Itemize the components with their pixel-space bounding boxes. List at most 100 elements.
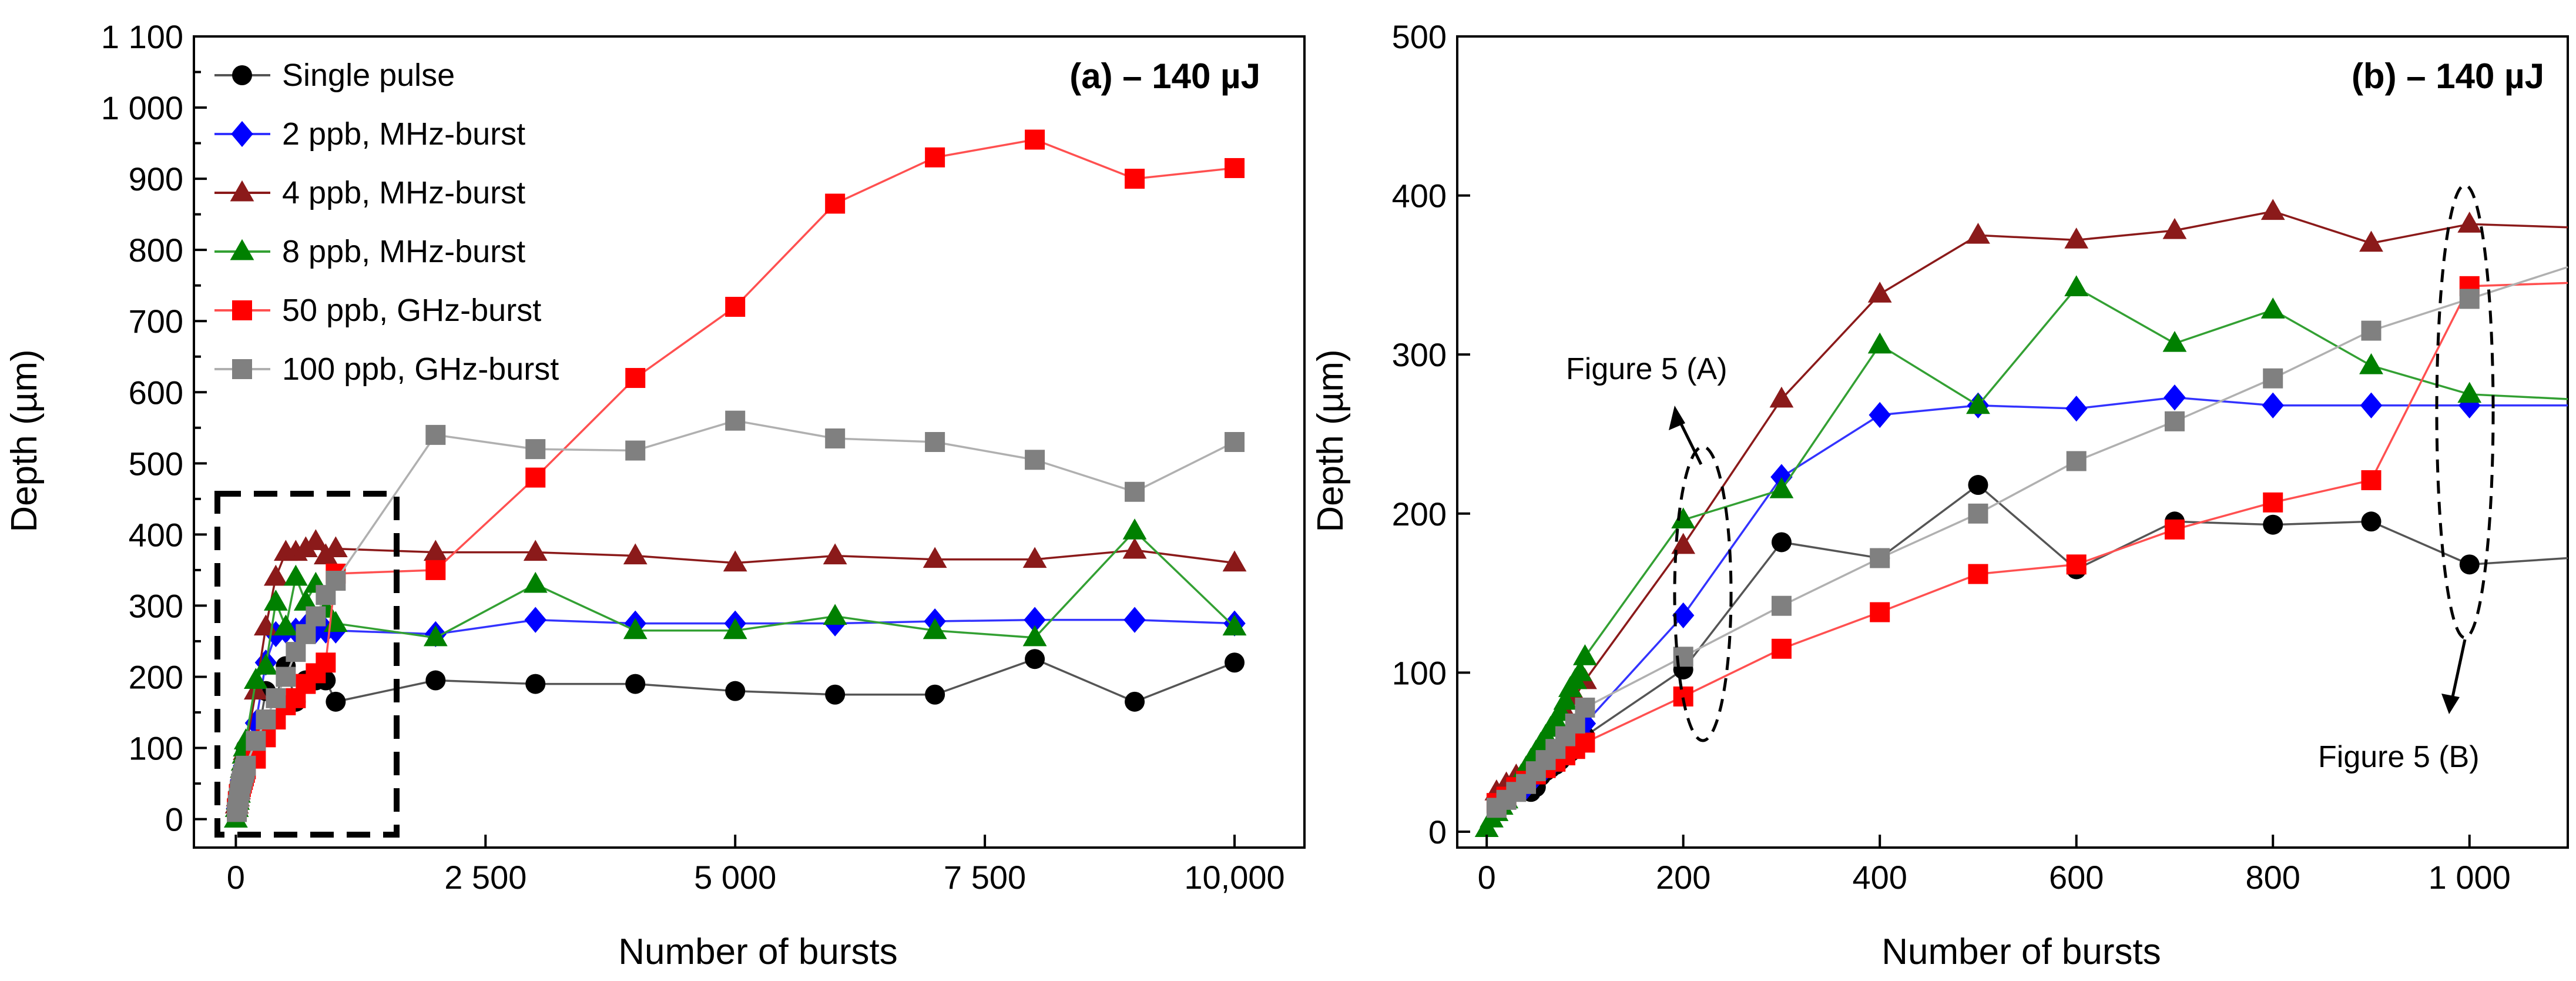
data-point — [2066, 451, 2087, 471]
data-point — [1125, 169, 1145, 189]
data-point — [2260, 297, 2285, 319]
series-4-ppb-mhz-burst — [1484, 199, 2568, 801]
data-point — [1867, 282, 1892, 303]
series-2-ppb-mhz-burst — [1515, 384, 2568, 801]
y-tick-label: 200 — [1392, 495, 1447, 533]
x-tick-label: 0 — [1478, 859, 1496, 896]
y-tick-label: 100 — [129, 730, 183, 767]
data-point — [1225, 432, 1245, 452]
panel-a-title: (a) – 140 µJ — [1069, 56, 1260, 96]
legend-label: 4 ppb, MHz-burst — [282, 175, 525, 210]
data-point — [1870, 602, 1890, 622]
data-point — [1968, 475, 1988, 495]
data-point — [823, 543, 847, 565]
panel-a-plot-frame — [193, 35, 1306, 849]
data-point — [2361, 470, 2382, 490]
data-point — [2457, 381, 2482, 403]
y-tick-label: 0 — [165, 801, 183, 838]
data-point — [723, 618, 747, 640]
y-tick-label: 400 — [129, 516, 183, 553]
x-tick-label: 400 — [1852, 859, 1907, 896]
data-point — [2459, 554, 2480, 575]
data-point — [1771, 638, 1792, 659]
data-point — [525, 674, 546, 694]
panel-b-x-axis-label: Number of bursts — [1881, 932, 2161, 972]
data-point — [723, 550, 747, 572]
data-point — [1769, 386, 1794, 408]
data-point — [923, 547, 947, 568]
series-2-ppb-mhz-burst — [226, 607, 1246, 822]
data-point — [825, 428, 846, 448]
data-point — [1966, 393, 1990, 414]
x-tick-label: 7 500 — [944, 859, 1026, 896]
y-tick-label: 600 — [129, 374, 183, 411]
series-line — [1525, 396, 2568, 788]
data-point — [236, 755, 256, 776]
data-point — [625, 368, 646, 389]
data-point — [2361, 511, 2382, 532]
x-tick-label: 5 000 — [694, 859, 776, 896]
legend-item-single-pulse: Single pulse — [214, 58, 455, 93]
data-point — [246, 731, 266, 751]
annotation-ellipse-b — [2435, 183, 2495, 640]
data-point — [2359, 230, 2383, 252]
legend-marker — [232, 359, 252, 379]
data-point — [1025, 450, 1045, 470]
data-point — [1573, 644, 1597, 665]
legend-marker — [231, 120, 253, 148]
x-tick-label: 10,000 — [1184, 859, 1284, 896]
series-line — [236, 540, 1235, 805]
data-point — [263, 590, 288, 611]
y-tick-label: 500 — [129, 445, 183, 482]
data-point — [1568, 660, 1592, 681]
data-point — [425, 560, 446, 580]
data-point — [263, 564, 288, 586]
data-point — [1222, 614, 1247, 636]
data-point — [2064, 227, 2089, 249]
y-tick-label: 300 — [129, 587, 183, 624]
legend-label: 100 ppb, GHz-burst — [282, 351, 559, 387]
data-point — [316, 652, 336, 673]
legend-item-2-ppb-mhz-burst: 2 ppb, MHz-burst — [214, 116, 525, 152]
data-point — [326, 571, 346, 591]
data-point — [825, 684, 846, 705]
data-point — [296, 624, 316, 644]
data-point — [266, 688, 286, 708]
x-tick-label: 0 — [227, 859, 245, 896]
data-point — [524, 607, 546, 633]
data-point — [1125, 481, 1145, 502]
data-point — [2064, 275, 2089, 296]
data-point — [525, 467, 546, 488]
data-point — [2360, 392, 2383, 418]
data-point — [1870, 548, 1890, 568]
series-single-pulse — [227, 649, 1245, 823]
y-tick-label: 900 — [129, 160, 183, 197]
data-point — [306, 606, 326, 627]
data-point — [425, 424, 446, 445]
data-point — [273, 614, 298, 636]
y-tick-label: 1 000 — [101, 89, 183, 126]
data-point — [1671, 507, 1696, 529]
annotation-arrow-b — [2450, 639, 2467, 703]
data-point — [1025, 649, 1045, 669]
panel-b-y-axis-label: Depth (µm) — [1310, 349, 1351, 532]
data-point — [1025, 129, 1045, 150]
annotation-arrowhead-b — [2441, 694, 2460, 714]
data-point — [2262, 392, 2284, 418]
data-point — [1966, 222, 1990, 244]
y-tick-label: 100 — [1392, 654, 1447, 691]
data-point — [293, 590, 318, 611]
data-point — [1122, 518, 1147, 540]
data-point — [1022, 625, 1047, 647]
legend-label: Single pulse — [282, 58, 455, 93]
data-point — [2263, 492, 2283, 513]
annotation-arrowhead-a — [1669, 406, 1685, 430]
y-tick-label: 700 — [129, 303, 183, 340]
data-point — [1024, 607, 1046, 633]
panel-a-x-axis-label: Number of bursts — [618, 932, 898, 972]
x-tick-label: 600 — [2049, 859, 2104, 896]
annotation-ellipse-a — [1673, 445, 1733, 742]
data-point — [1672, 602, 1695, 629]
data-point — [725, 681, 746, 701]
x-tick-label: 2 500 — [444, 859, 526, 896]
